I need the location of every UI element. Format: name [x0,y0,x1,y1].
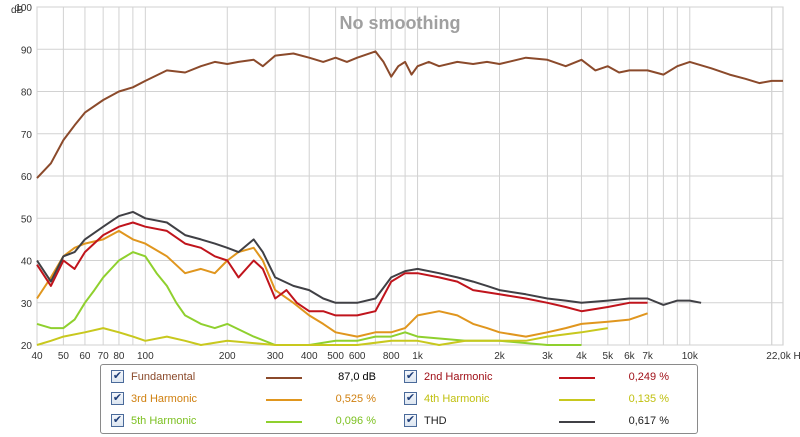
x-tick-label: 300 [267,351,284,360]
x-tick-label: 100 [137,351,154,360]
y-tick-labels: 20 30 40 50 60 70 80 90 100 [15,3,32,352]
x-tick-label: 400 [301,351,318,360]
x-tick-label: 40 [31,351,43,360]
legend-label-3rd-harmonic: 3rd Harmonic [131,393,198,405]
y-tick-label: 50 [21,214,33,225]
y-tick-label: 70 [21,130,33,141]
legend-value-thd: 0,617 % [628,415,669,427]
x-tick-label: 22,0k Hz [766,351,800,360]
x-tick-label: 1k [412,351,424,360]
legend-label-2nd-harmonic: 2nd Harmonic [424,371,493,383]
x-tick-label: 80 [113,351,125,360]
legend-checkbox-2nd-harmonic[interactable]: ✔ [404,370,417,383]
legend-swatch-3rd-harmonic [266,399,302,401]
y-tick-label: 100 [15,3,32,14]
x-tick-labels: 40 50 60 70 80 100 200 300 400 500 600 800 1k 2k 3k 4k 5… [31,351,800,360]
x-tick-label: 2k [494,351,506,360]
x-tick-label: 70 [98,351,110,360]
legend-checkbox-4th-harmonic[interactable]: ✔ [404,392,417,405]
legend-swatch-thd [559,421,595,423]
series-line-thd [36,210,702,306]
y-tick-label: 60 [21,172,33,183]
series-lines [36,50,783,346]
series-line-3rd-harmonic [36,229,648,338]
legend-value-4th-harmonic: 0,135 % [628,393,669,405]
x-tick-label: 6k [624,351,636,360]
x-tick-label: 60 [79,351,91,360]
legend-value-fundamental: 87,0 dB [338,371,376,383]
legend-value-5th-harmonic: 0,096 % [335,415,376,427]
legend-checkbox-3rd-harmonic[interactable]: ✔ [111,392,124,405]
y-gridlines [37,6,783,346]
chart-title: No smoothing [340,13,461,33]
y-axis-label: dB [11,5,24,16]
x-tick-label: 50 [58,351,70,360]
series-line-4th-harmonic [36,327,608,346]
x-tick-label: 7k [642,351,654,360]
y-tick-label: 80 [21,88,33,99]
x-tick-label: 800 [383,351,400,360]
legend-label-4th-harmonic: 4th Harmonic [424,393,490,405]
legend-swatch-2nd-harmonic [559,377,595,379]
legend-value-3rd-harmonic: 0,525 % [335,393,376,405]
y-tick-label: 20 [21,341,33,352]
legend-label-thd: THD [424,415,447,427]
legend-value-2nd-harmonic: 0,249 % [628,371,669,383]
y-tick-label: 30 [21,299,33,310]
x-tick-label: 500 [327,351,344,360]
legend-label-5th-harmonic: 5th Harmonic [131,415,197,427]
x-tick-label: 3k [542,351,554,360]
y-tick-label: 90 [21,45,33,56]
x-tick-label: 200 [219,351,236,360]
legend-swatch-fundamental [266,377,302,379]
x-gridlines [36,7,773,345]
legend-checkbox-fundamental[interactable]: ✔ [111,370,124,383]
x-tick-label: 4k [576,351,588,360]
y-tick-label: 40 [21,257,33,268]
x-tick-label: 600 [349,351,366,360]
series-line-5th-harmonic [36,251,582,346]
x-tick-label: 10k [682,351,699,360]
legend-label-fundamental: Fundamental [131,371,196,383]
legend-checkbox-5th-harmonic[interactable]: ✔ [111,414,124,427]
legend-swatch-5th-harmonic [266,421,302,423]
legend-swatch-4th-harmonic [559,399,595,401]
series-line-fundamental [36,50,783,179]
legend-panel: ✔ Fundamental 87,0 dB ✔ 2nd Harmonic 0,2… [100,364,698,434]
series-line-2nd-harmonic [36,221,648,317]
legend-checkbox-thd[interactable]: ✔ [404,414,417,427]
x-tick-label: 5k [603,351,615,360]
